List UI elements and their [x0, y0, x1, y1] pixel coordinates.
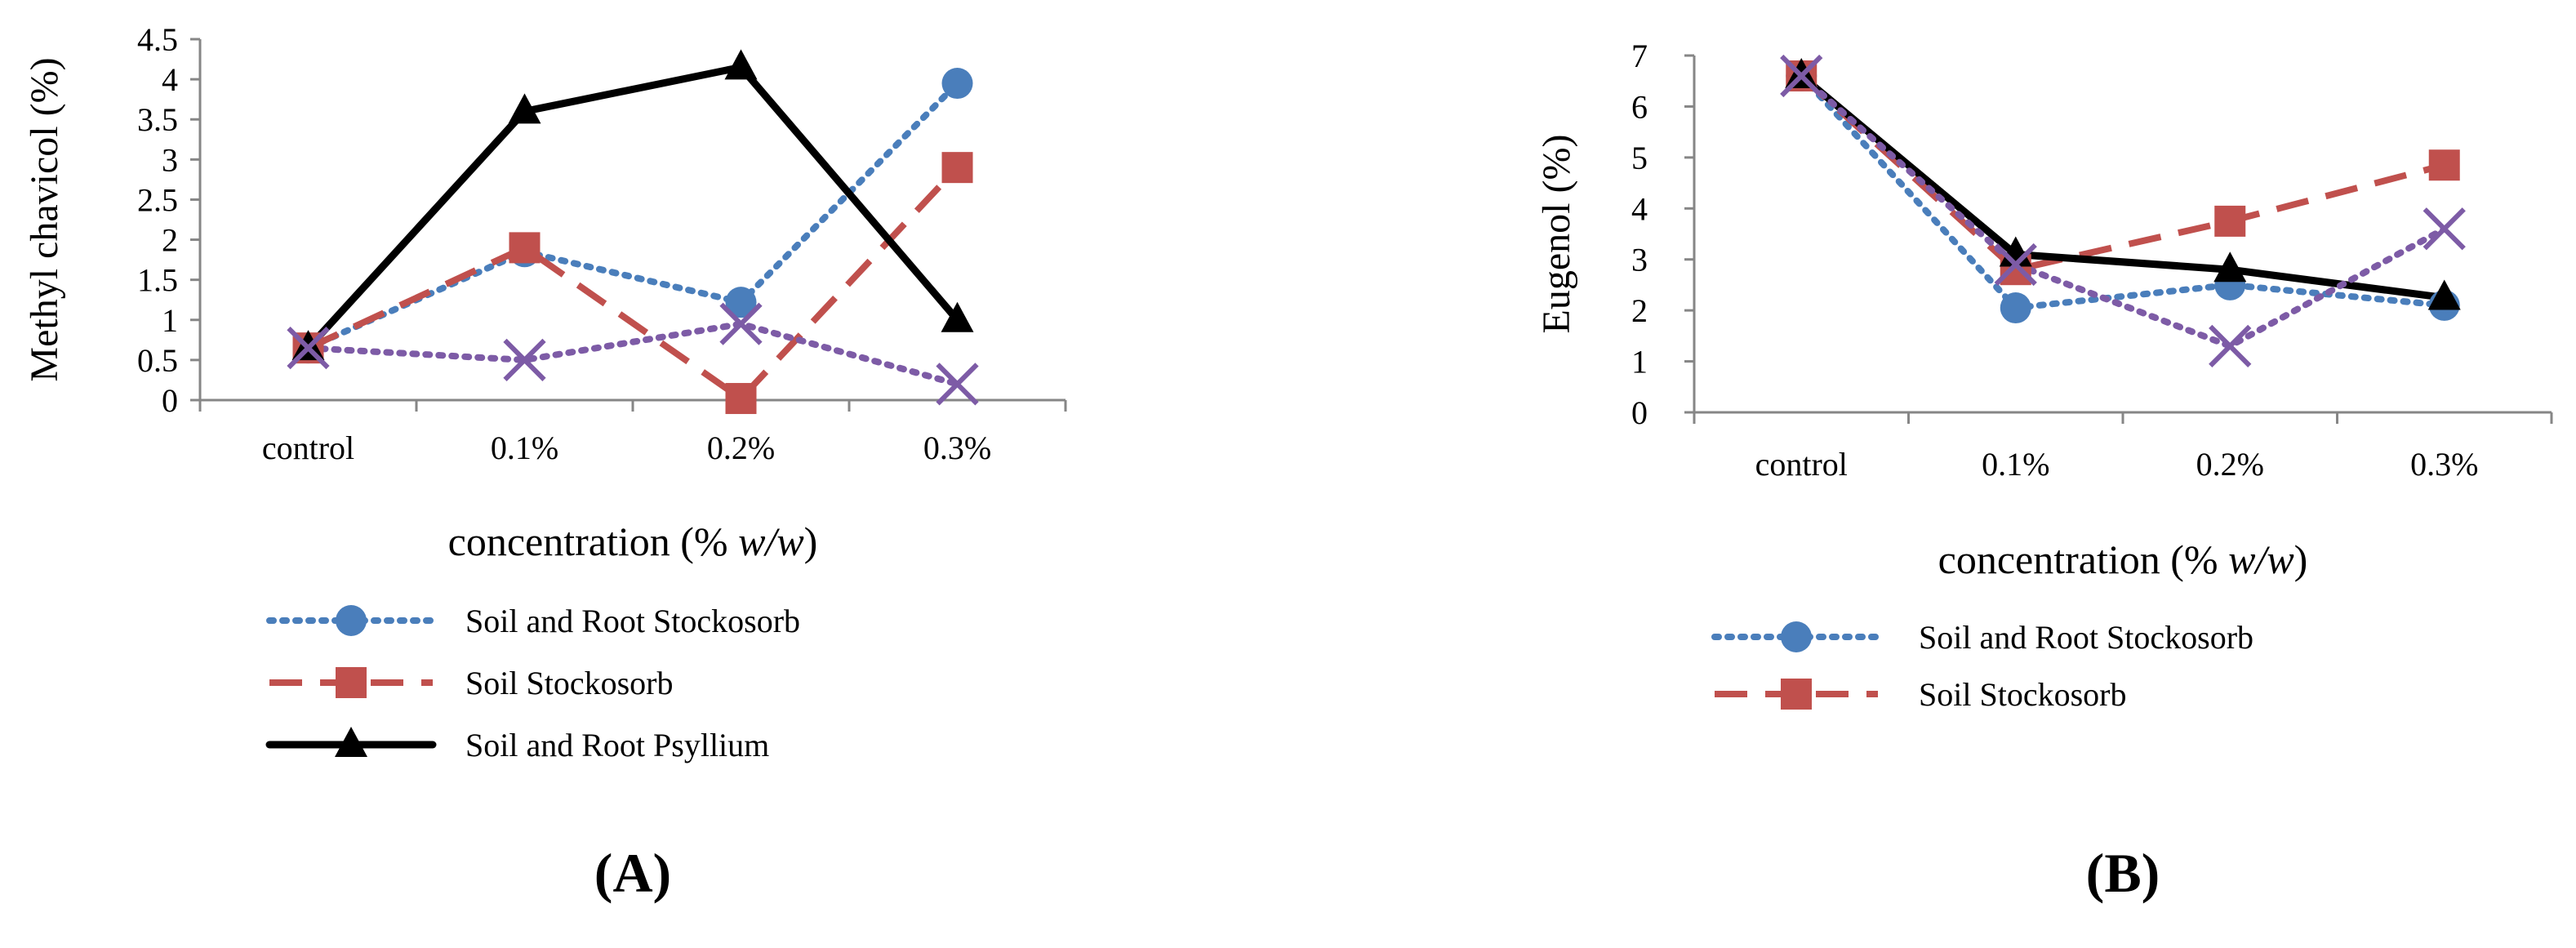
data-point-x [936, 363, 979, 406]
y-tick-label: 0 [162, 382, 178, 419]
y-tick-label: 4 [1631, 190, 1648, 227]
series-line-triangle [305, 63, 961, 352]
x-tick-label: 0.1% [1982, 446, 2049, 483]
data-point-square [2428, 149, 2460, 181]
y-tick-label: 7 [1631, 38, 1648, 74]
series-line-triangle [1797, 72, 2449, 302]
legend-label: Soil Stockosorb [465, 665, 673, 701]
data-point-triangle [941, 301, 974, 332]
y-tick-label: 0.5 [137, 342, 178, 379]
data-point-x [2423, 207, 2466, 251]
series-line-x [305, 320, 961, 388]
series-line-circle [1798, 72, 2448, 312]
series-line-square [1799, 73, 2445, 274]
data-point-x [719, 302, 763, 345]
y-tick-label: 6 [1631, 88, 1648, 125]
data-point-x [1994, 243, 2037, 287]
y-tick-label: 0 [1631, 394, 1648, 431]
data-point-square [509, 232, 541, 264]
y-axis-title: Methyl chavicol (%) [23, 57, 66, 381]
panel-label: (B) [2086, 842, 2160, 904]
y-tick-label: 3.5 [137, 101, 178, 138]
data-point-x [287, 327, 330, 370]
data-point-triangle [724, 49, 758, 80]
data-point-circle [725, 287, 757, 318]
chart-panel-a: 00.511.52 2.533.544.5 control 0.1% 0.2% 0.3% M… [23, 21, 1067, 904]
data-point-square [2214, 205, 2246, 237]
legend-label: Soil and Root Psyllium [465, 727, 769, 763]
y-tick-label: 5 [1631, 140, 1648, 176]
x-tick-label: 0.3% [2410, 446, 2478, 483]
y-tick-label: 3 [1631, 242, 1648, 278]
legend-label: Soil Stockosorb [1919, 676, 2126, 713]
y-tick-label: 2 [1631, 292, 1648, 329]
legend-marker-circle [336, 605, 367, 636]
data-point-square [941, 152, 973, 184]
x-tick-label: 0.2% [707, 429, 775, 466]
panel-label: (A) [594, 842, 671, 904]
x-axis-title: concentration (% w/w) [1938, 536, 2308, 582]
y-tick-label: 3 [162, 141, 178, 178]
y-axis-title: Eugenol (%) [1535, 135, 1578, 334]
data-point-triangle [2213, 251, 2247, 283]
series-line-x [1798, 72, 2448, 349]
x-tick-label: control [1755, 446, 1848, 483]
data-point-x [1780, 54, 1823, 98]
y-tick-label: 1 [1631, 344, 1648, 381]
data-point-triangle [2427, 279, 2461, 310]
data-point-square [725, 383, 757, 415]
data-point-x [503, 338, 546, 382]
y-tick-label: 4.5 [137, 21, 178, 58]
y-tick-label: 1 [162, 302, 178, 339]
chart-panel-b: 0 1 2 3 4 5 6 7 control 0.1% 0.2% 0.3% Eugenol (%) co… [1535, 38, 2553, 904]
legend-marker-circle [1781, 621, 1812, 652]
series-line-circle [305, 80, 961, 352]
data-point-x [2209, 324, 2252, 367]
legend-label: Soil and Root Stockosorb [465, 603, 800, 639]
x-axis-title: concentration (% w/w) [448, 519, 818, 564]
x-tick-label: control [262, 429, 354, 466]
legend-marker-triangle [335, 727, 367, 757]
legend-marker-square [336, 667, 367, 698]
data-point-triangle [508, 93, 541, 124]
series-line-square [306, 165, 960, 403]
y-tick-label: 2 [162, 222, 178, 259]
legend-marker-square [1781, 679, 1812, 710]
legend-label: Soil and Root Stockosorb [1919, 619, 2253, 656]
x-tick-label: 0.3% [923, 429, 991, 466]
data-point-circle [941, 68, 973, 100]
data-point-circle [2000, 292, 2031, 324]
y-tick-label: 1.5 [137, 262, 178, 299]
x-tick-label: 0.1% [491, 429, 558, 466]
y-tick-label: 4 [162, 61, 178, 98]
y-tick-label: 2.5 [137, 181, 178, 218]
x-tick-label: 0.2% [2196, 446, 2264, 483]
